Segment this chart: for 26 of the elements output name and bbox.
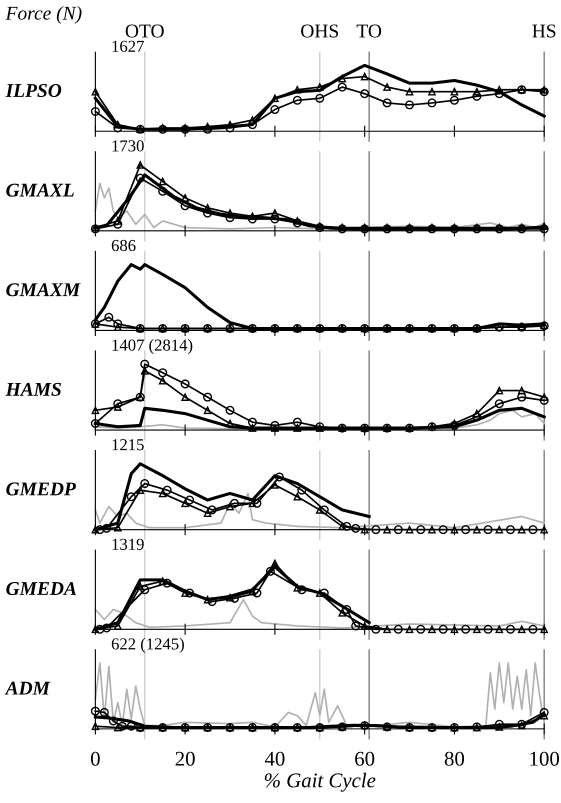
ref-line-label: OTO (126, 24, 164, 38)
x-tick-label: 40 (264, 752, 285, 766)
x-tick-label: 60 (355, 752, 374, 766)
text: 1730 (112, 140, 144, 152)
ref-line-label: TO (356, 24, 382, 38)
text: 1627 (112, 40, 144, 52)
y-axis-title: HAMS (5, 382, 61, 396)
text: 1319 (112, 538, 144, 550)
x-axis-title: % Gait Cycle (264, 772, 376, 792)
y-axis-title: GMAXL (6, 184, 74, 197)
text: 686 (112, 240, 136, 252)
y-axis-title: GMEDA (6, 582, 76, 596)
ref-line-label: HS (532, 24, 556, 38)
x-tick-label: 20 (176, 752, 195, 766)
y-axis-title: GMAXM (6, 283, 81, 296)
text: Force (N) (6, 6, 82, 24)
x-tick-label: 0 (90, 752, 100, 766)
y-axis-title: ADM (4, 682, 50, 695)
text: 1407 (2814) (112, 339, 192, 354)
y-axis-title: ILPSO (5, 84, 62, 98)
text: 1215 (112, 439, 144, 450)
x-tick-label: 80 (444, 752, 464, 766)
y-axis-title: GMEDP (6, 482, 76, 496)
ref-line-label: OHS (301, 24, 338, 38)
text: 622 (1245) (112, 638, 184, 653)
x-tick-label: 100 (530, 752, 559, 766)
